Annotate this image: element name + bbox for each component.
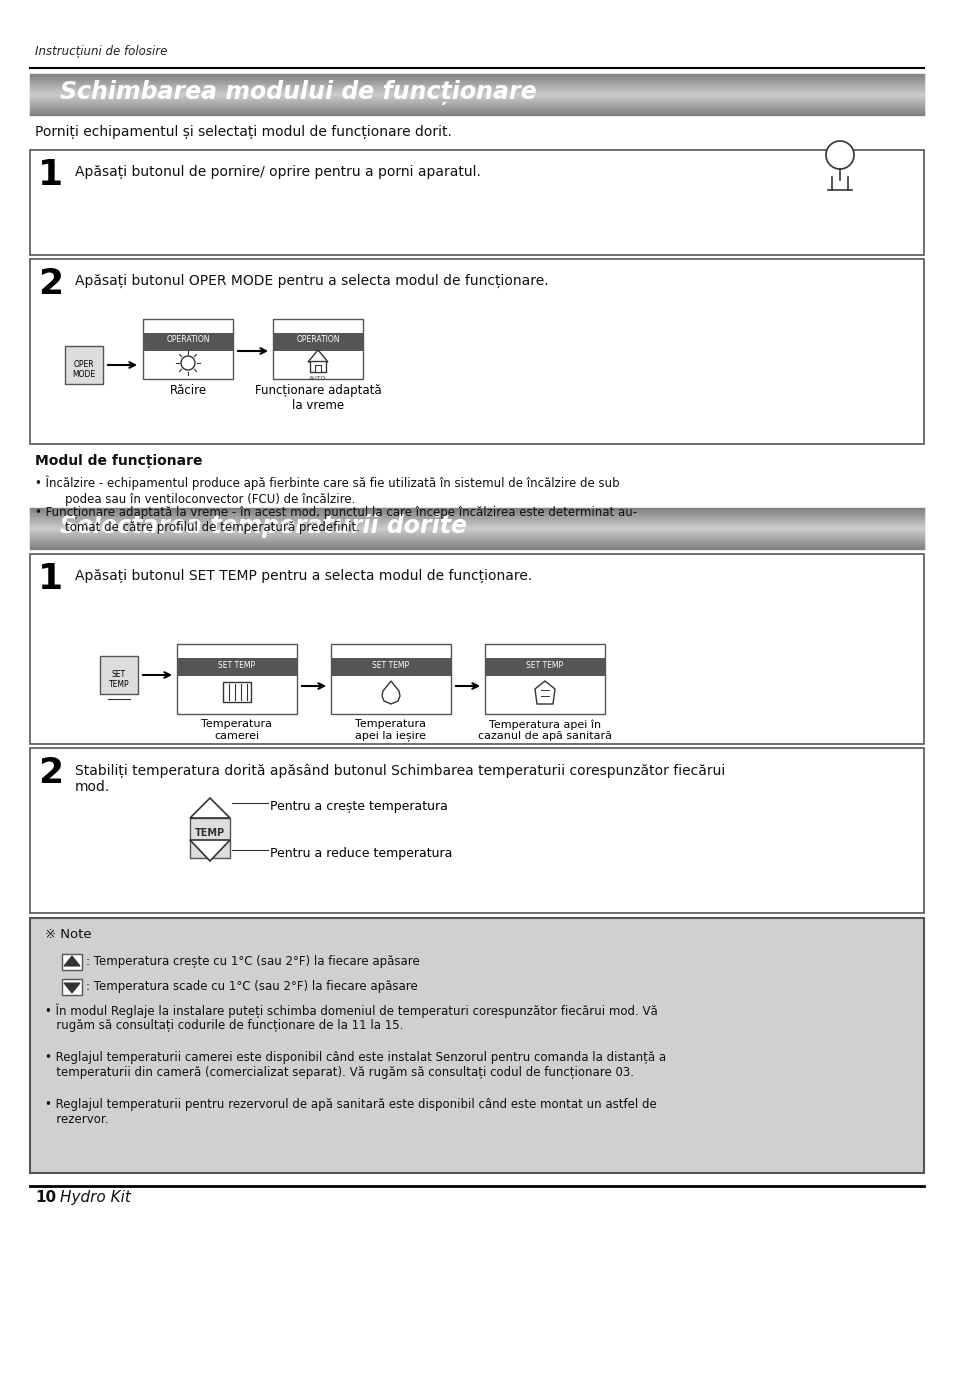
Text: Modul de funcționare: Modul de funcționare [35,454,202,468]
Text: Temperatura apei în
cazanul de apă sanitară: Temperatura apei în cazanul de apă sanit… [477,720,612,741]
Bar [62,953,82,970]
Bar [143,333,233,351]
Bar [484,644,604,714]
Polygon shape [190,840,230,861]
Circle shape [825,141,853,169]
Text: Temperatura
apei la ieșire: Temperatura apei la ieșire [355,720,426,742]
Text: Hydro Kit: Hydro Kit [60,1190,131,1205]
Bar [30,150,923,255]
Circle shape [181,356,194,370]
Text: • Funcționare adaptată la vreme - în acest mod, punctul la care începe încălzire: • Funcționare adaptată la vreme - în ace… [35,505,637,533]
Text: 1: 1 [38,158,63,192]
Polygon shape [381,680,399,704]
Text: : Temperatura crește cu 1°C (sau 2°F) la fiecare apăsare: : Temperatura crește cu 1°C (sau 2°F) la… [86,955,419,967]
Polygon shape [190,798,230,818]
Text: OPERATION: OPERATION [296,335,339,344]
Bar [314,365,320,372]
Text: AUTO: AUTO [309,377,327,381]
Text: SET TEMP: SET TEMP [218,661,255,671]
Bar [30,554,923,743]
Bar [223,682,251,701]
Text: Apăsați butonul de pornire/ oprire pentru a porni aparatul.: Apăsați butonul de pornire/ oprire pentr… [75,165,480,179]
Bar [100,657,138,694]
Text: Pentru a reduce temperatura: Pentru a reduce temperatura [270,847,452,860]
Text: • Încălzire - echipamentul produce apă fierbinte care să fie utilizată în sistem: • Încălzire - echipamentul produce apă f… [35,476,619,505]
Polygon shape [64,983,80,993]
Polygon shape [535,680,555,704]
Text: : Temperatura scade cu 1°C (sau 2°F) la fiecare apăsare: : Temperatura scade cu 1°C (sau 2°F) la … [86,980,417,993]
Text: 2: 2 [38,267,63,301]
Bar [310,361,326,372]
Text: Răcire: Răcire [170,384,207,398]
Text: Temperatura
camerei: Temperatura camerei [201,720,273,741]
Text: Apăsați butonul OPER MODE pentru a selecta modul de funcționare.: Apăsați butonul OPER MODE pentru a selec… [75,274,548,288]
Bar [30,259,923,444]
Text: SET TEMP: SET TEMP [372,661,409,671]
Bar [331,658,451,676]
Polygon shape [64,956,80,966]
Text: ※ Note: ※ Note [45,928,91,941]
Text: OPERATION: OPERATION [166,335,210,344]
Text: Pentru a crește temperatura: Pentru a crește temperatura [270,799,447,813]
Text: TEMP: TEMP [194,827,225,839]
Text: OPER
MODE: OPER MODE [72,360,95,379]
Text: Stabiliți temperatura dorită apăsând butonul Schimbarea temperaturii corespunzăt: Stabiliți temperatura dorită apăsând but… [75,763,724,794]
Text: • În modul Reglaje la instalare puteți schimba domeniul de temperaturi corespunz: • În modul Reglaje la instalare puteți s… [45,1002,657,1033]
Text: Selectarea temperaturii dorite: Selectarea temperaturii dorite [60,514,467,538]
Bar [62,979,82,995]
Bar [30,918,923,1173]
Text: Apăsați butonul SET TEMP pentru a selecta modul de funcționare.: Apăsați butonul SET TEMP pentru a select… [75,568,532,584]
Bar [273,333,363,351]
Bar [143,319,233,379]
Text: Instrucțiuni de folosire: Instrucțiuni de folosire [35,45,167,57]
Bar [190,818,230,858]
Text: Schimbarea modului de funcționare: Schimbarea modului de funcționare [60,80,536,105]
Bar [177,658,296,676]
Text: SET
TEMP: SET TEMP [109,671,130,689]
Text: • Reglajul temperaturii pentru rezervorul de apă sanitară este disponibil când e: • Reglajul temperaturii pentru rezervoru… [45,1098,656,1126]
Bar [484,658,604,676]
Bar [177,644,296,714]
Text: 10: 10 [35,1190,56,1205]
Bar [65,346,103,384]
Bar [30,748,923,913]
Bar [273,319,363,379]
Text: Porniți echipamentul și selectați modul de funcționare dorit.: Porniți echipamentul și selectați modul … [35,125,452,139]
Text: 1: 1 [38,561,63,596]
Text: • Reglajul temperaturii camerei este disponibil când este instalat Senzorul pent: • Reglajul temperaturii camerei este dis… [45,1051,665,1079]
Bar [331,644,451,714]
Polygon shape [308,350,328,363]
Text: Funcționare adaptată
la vreme: Funcționare adaptată la vreme [254,384,381,412]
Text: 2: 2 [38,756,63,790]
Text: SET TEMP: SET TEMP [526,661,563,671]
